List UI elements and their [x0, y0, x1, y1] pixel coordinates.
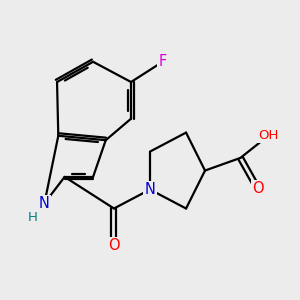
Text: N: N	[39, 196, 50, 211]
Text: H: H	[28, 211, 38, 224]
Text: O: O	[108, 238, 120, 253]
Text: F: F	[158, 54, 167, 69]
Text: O: O	[252, 181, 263, 196]
Text: OH: OH	[258, 129, 278, 142]
Text: N: N	[145, 182, 155, 197]
